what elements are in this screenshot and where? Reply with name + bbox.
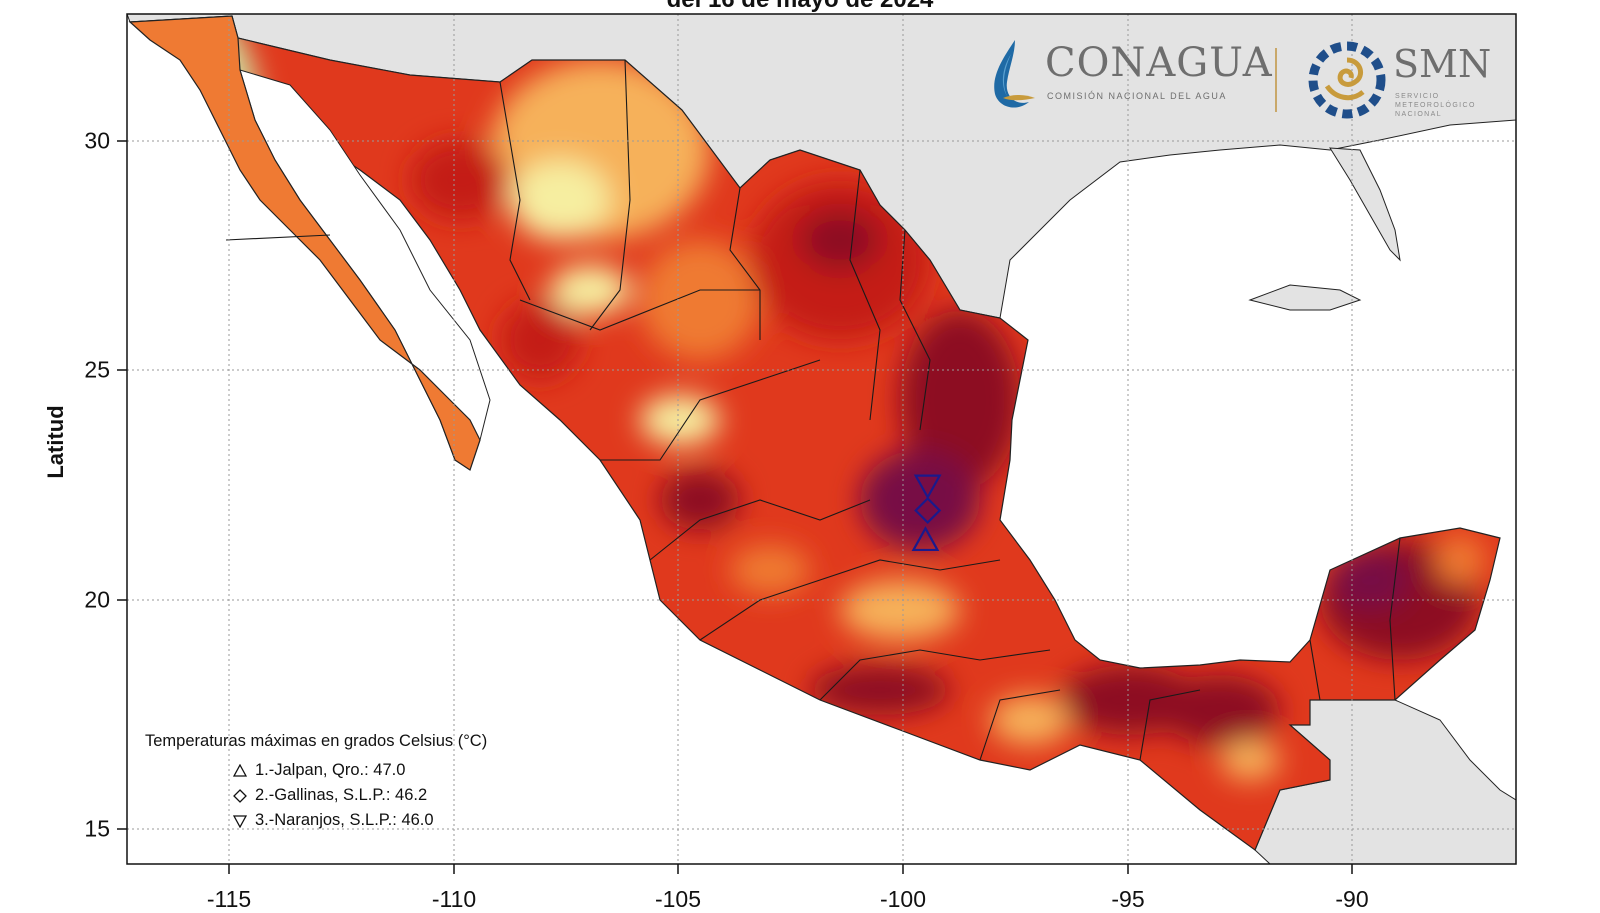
map-grid [127,14,1516,864]
y-tick-label: 25 [84,356,110,383]
cuba-island [1248,284,1362,311]
water-drop-logo-icon [994,40,1035,108]
smn-logo-subtitle: SERVICIO METEOROLÓGICO NACIONAL [1395,93,1476,118]
legend-item-text: 2.-Gallinas, S.L.P.: 46.2 [255,786,428,804]
station-marker-triangle-up [911,526,940,552]
conagua-logo-subtitle: COMISIÓN NACIONAL DEL AGUA [1047,91,1227,101]
diamond-icon [233,788,255,803]
y-tick-label: 20 [84,586,110,613]
triangle-up-icon [233,763,255,778]
plot-frame [126,13,1517,865]
legend-title: Temperaturas máximas en grados Celsius (… [145,732,488,750]
legend-item-text: 3.-Naranjos, S.L.P.: 46.0 [255,811,434,829]
map-plot-area [127,14,1516,864]
sun-spiral-logo-icon [1308,41,1386,119]
legend-item: 3.-Naranjos, S.L.P.: 46.0 [233,808,487,833]
station-markers [911,474,942,552]
baja-california-peninsula [128,15,481,471]
smn-logo-text: SMN [1393,42,1492,86]
map-legend: Temperaturas máximas en grados Celsius (… [145,732,487,833]
axis-ticks [117,140,1353,874]
legend-item: 1.-Jalpan, Qro.: 47.0 [233,758,487,783]
y-tick-label: 30 [84,127,110,154]
y-tick-label: 15 [84,815,110,842]
map-title: del 16 de mayo de 2024 [0,0,1600,14]
florida-landmass [1329,147,1401,262]
legend-item-text: 1.-Jalpan, Qro.: 47.0 [255,761,406,779]
conagua-logo-text: CONAGUA [1045,40,1273,86]
logo-divider [1275,48,1277,112]
triangle-down-icon [233,814,255,828]
station-marker-triangle-down [913,474,942,500]
station-marker-diamond [914,496,942,525]
legend-item: 2.-Gallinas, S.L.P.: 46.2 [233,783,487,808]
logo-banner: CONAGUA COMISIÓN NACIONAL DEL AGUA SMN S… [985,36,1525,126]
